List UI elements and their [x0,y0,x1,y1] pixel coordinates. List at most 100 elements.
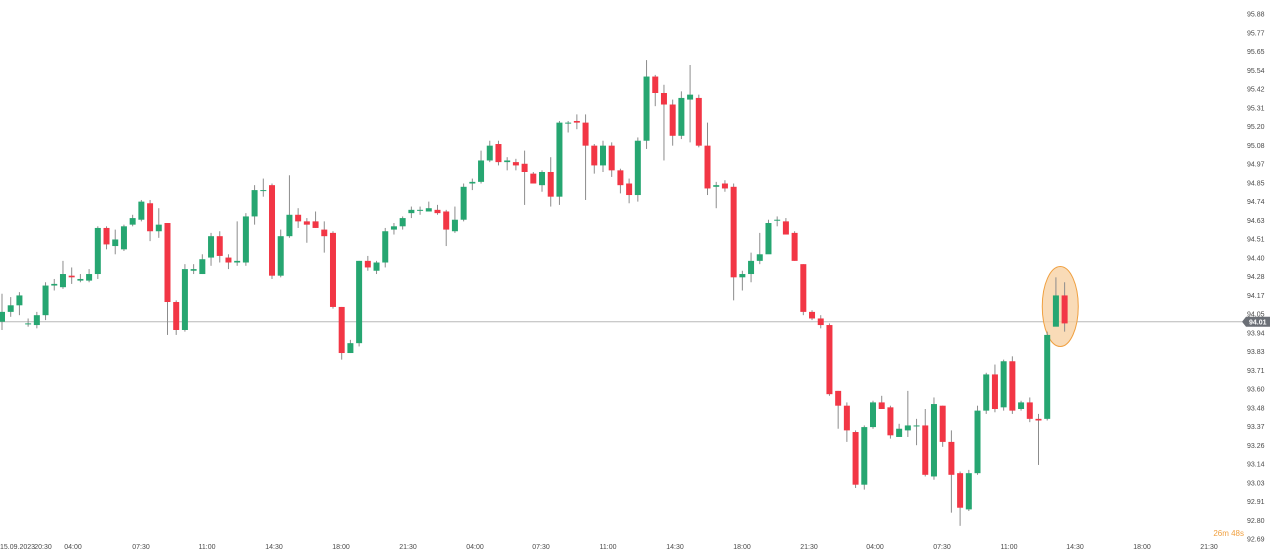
candle[interactable] [817,315,824,329]
candle[interactable] [739,270,746,291]
candle[interactable] [199,254,206,275]
candle[interactable] [704,122,711,196]
candle[interactable] [408,206,415,219]
candle[interactable] [208,232,215,266]
candle[interactable] [42,282,49,321]
candle[interactable] [86,269,93,283]
candle[interactable] [547,157,554,207]
candle[interactable] [94,226,101,279]
candle[interactable] [957,471,964,526]
candle[interactable] [338,306,345,360]
candle[interactable] [260,178,267,197]
candle[interactable] [930,397,937,480]
candle[interactable] [974,405,981,475]
candle[interactable] [120,224,127,251]
candle[interactable] [347,339,354,354]
candle[interactable] [443,209,450,247]
candle[interactable] [356,260,363,347]
candle[interactable] [103,226,110,250]
candle[interactable] [713,181,720,209]
candle[interactable] [0,293,5,330]
candle[interactable] [138,199,145,222]
candle[interactable] [887,405,894,439]
candle[interactable] [1018,400,1025,411]
candle[interactable] [303,218,310,243]
candle[interactable] [904,390,911,437]
candle[interactable] [329,231,336,309]
candle[interactable] [478,150,485,184]
candle[interactable] [1026,397,1033,423]
candle[interactable] [730,183,737,301]
candle[interactable] [269,183,276,279]
candle[interactable] [225,254,232,270]
candle[interactable] [312,211,319,228]
candle[interactable] [504,157,511,171]
candle[interactable] [774,216,781,227]
candle[interactable] [617,168,624,194]
candle[interactable] [399,216,406,230]
candle[interactable] [512,158,519,171]
candle[interactable] [173,300,180,335]
candle[interactable] [1000,359,1007,411]
candle[interactable] [643,60,650,149]
candle[interactable] [530,171,537,184]
candle[interactable] [599,140,606,172]
candle[interactable] [295,208,302,228]
candle[interactable] [521,150,528,205]
candle[interactable] [826,323,833,396]
candle[interactable] [216,231,223,263]
candle[interactable] [573,114,580,130]
candle[interactable] [155,208,162,238]
candle[interactable] [809,310,816,321]
candle[interactable] [1035,413,1042,465]
candle[interactable] [748,252,755,283]
candle[interactable] [277,229,284,278]
candle[interactable] [626,178,633,204]
candle[interactable] [417,206,424,215]
candle[interactable] [382,227,389,268]
candle[interactable] [364,255,371,271]
candle[interactable] [242,213,249,266]
candle[interactable] [965,469,972,512]
candle[interactable] [843,402,850,442]
candle[interactable] [68,267,75,284]
candle[interactable] [800,264,807,316]
candle[interactable] [913,418,920,446]
candle[interactable] [634,137,641,202]
candle[interactable] [77,274,84,283]
candle[interactable] [1009,356,1016,414]
candle[interactable] [791,231,798,261]
candle[interactable] [721,180,728,192]
candle[interactable] [164,223,171,335]
candle[interactable] [687,65,694,143]
candle[interactable] [556,120,563,205]
candle[interactable] [147,199,154,242]
candle[interactable] [390,223,397,235]
candle[interactable] [286,175,293,238]
candle[interactable] [1044,331,1051,421]
candle[interactable] [939,405,946,447]
candle[interactable] [669,99,676,146]
candle[interactable] [1061,282,1068,332]
candle[interactable] [1052,277,1059,327]
candle[interactable] [25,318,32,327]
price-axis[interactable]: 95.88 95.77 95.65 95.54 95.42 95.31 95.20 95.08… [1247,12,1265,544]
candle[interactable] [983,372,990,414]
candle[interactable] [129,214,136,227]
candle[interactable] [591,144,598,174]
candle[interactable] [59,260,66,289]
candle[interactable] [234,221,241,266]
candle[interactable] [765,219,772,255]
candle[interactable] [756,232,763,265]
candle[interactable] [991,364,998,413]
candle[interactable] [539,170,546,192]
candle[interactable] [608,142,615,177]
candle[interactable] [678,91,685,140]
candle[interactable] [112,229,119,255]
candle[interactable] [251,185,258,225]
candle[interactable] [190,264,197,275]
candle[interactable] [660,84,667,161]
candle[interactable] [878,395,885,409]
candle[interactable] [861,425,868,490]
